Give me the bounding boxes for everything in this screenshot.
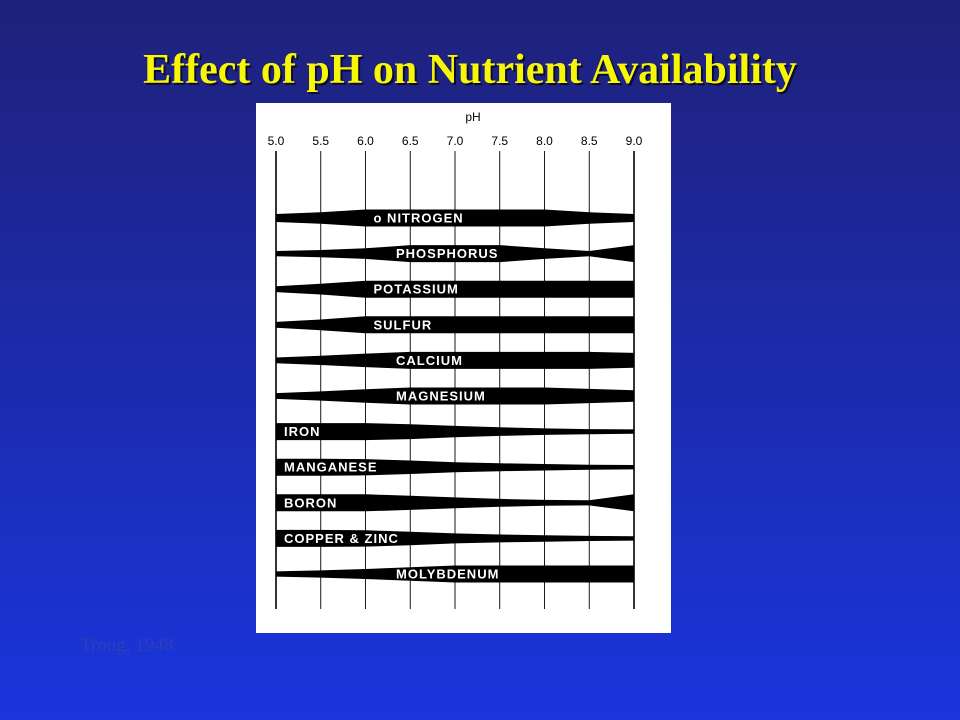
band-label: o NITROGEN: [374, 211, 464, 226]
band-label: SULFUR: [374, 317, 433, 332]
x-tick-label: 7.0: [447, 134, 464, 148]
chart-svg: pH 5.0 5.5 6.0 6.5 7.0 7.5 8.0 8.5 9.0 o NITROGE…: [256, 103, 671, 633]
x-axis-title: pH: [465, 110, 480, 124]
band-label: MANGANESE: [284, 460, 378, 475]
band-label: IRON: [284, 424, 321, 439]
availability-band: [276, 494, 634, 512]
x-tick-label: 8.5: [581, 134, 598, 148]
x-tick-label: 7.5: [491, 134, 508, 148]
band-label: BORON: [284, 495, 337, 510]
x-tick-label: 9.0: [626, 134, 643, 148]
band-layer: [276, 209, 634, 583]
availability-band: [276, 529, 634, 547]
x-tick-label: 5.0: [268, 134, 285, 148]
availability-band: [276, 245, 634, 263]
availability-band: [276, 565, 634, 583]
band-label: CALCIUM: [396, 353, 463, 368]
availability-band: [276, 458, 634, 476]
band-label: PHOSPHORUS: [396, 246, 498, 261]
grid-layer: [275, 151, 635, 609]
label-layer: o NITROGEN PHOSPHORUS POTASSIUM SULFUR CALCI…: [284, 211, 499, 582]
tick-layer: 5.0 5.5 6.0 6.5 7.0 7.5 8.0 8.5 9.0: [268, 134, 643, 148]
availability-band: [276, 351, 634, 369]
x-tick-label: 6.0: [357, 134, 374, 148]
source-credit: Troug, 1948: [80, 635, 174, 656]
availability-band: [276, 316, 634, 334]
x-tick-label: 5.5: [312, 134, 329, 148]
nutrient-availability-chart: pH 5.0 5.5 6.0 6.5 7.0 7.5 8.0 8.5 9.0 o NITROGE…: [256, 103, 671, 633]
availability-band: [276, 280, 634, 298]
band-label: POTASSIUM: [374, 282, 459, 297]
x-tick-label: 6.5: [402, 134, 419, 148]
band-label: MOLYBDENUM: [396, 567, 499, 582]
availability-band: [276, 209, 634, 227]
slide-title: Effect of pH on Nutrient Availability: [143, 47, 797, 93]
x-tick-label: 8.0: [536, 134, 553, 148]
availability-band: [276, 423, 634, 441]
availability-band: [276, 387, 634, 405]
band-label: MAGNESIUM: [396, 389, 486, 404]
band-label: COPPER & ZINC: [284, 531, 399, 546]
